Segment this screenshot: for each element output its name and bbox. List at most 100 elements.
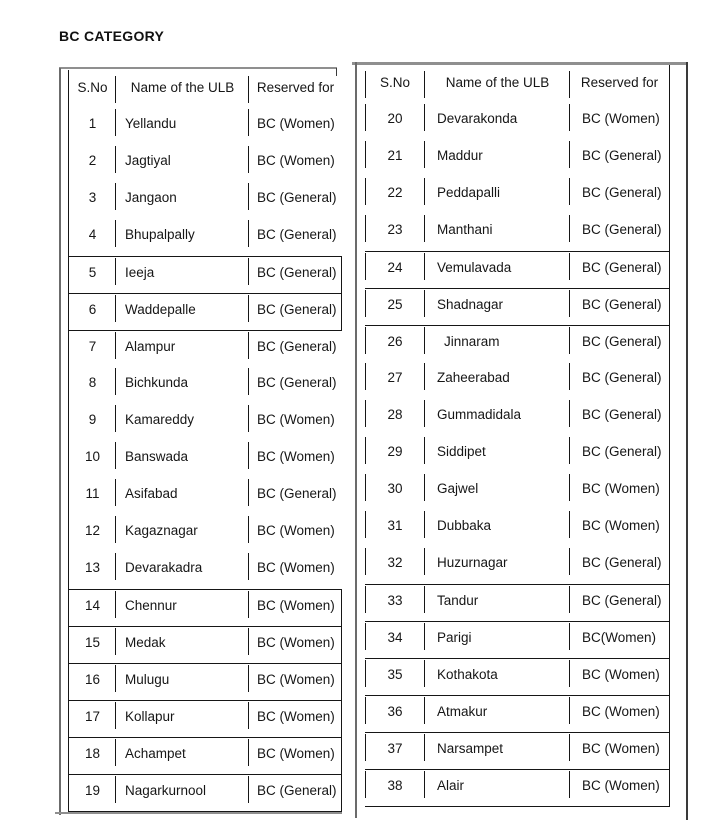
row-reserved: BC (Women) <box>248 737 342 774</box>
row-sno: 32 <box>365 547 425 584</box>
row-sno: 17 <box>84 709 101 724</box>
row-sno: 37 <box>365 733 425 769</box>
table-row: 10 Banswada BC (Women) <box>69 441 342 478</box>
table-row: 21 Maddur BC (General) <box>365 140 669 177</box>
row-reserved: BC (Women) <box>248 108 342 145</box>
table-row: 23 Manthani BC (General) <box>365 214 669 251</box>
row-reserved: BC (General) <box>569 399 669 436</box>
row-sno: 26 <box>365 326 425 362</box>
row-reserved: BC(Women) <box>569 622 669 658</box>
row-reserved: BC (General) <box>569 326 669 362</box>
table-row: 7 Alampur BC (General) <box>69 330 342 367</box>
row-sno: 4 <box>88 227 97 242</box>
row-reserved: BC (Women) <box>248 515 342 552</box>
table-row: 1 Yellandu BC (Women) <box>69 108 342 145</box>
row-ulb-name: Parigi <box>424 622 570 658</box>
right-frame-left-line <box>355 62 357 818</box>
row-ulb-name: Yellandu <box>115 108 249 145</box>
row-reserved: BC (General) <box>569 252 669 288</box>
table-row: 14 Chennur BC (Women) <box>69 589 342 626</box>
row-ulb-name: Kothakota <box>424 659 570 695</box>
row-ulb-name: Gajwel <box>424 473 570 510</box>
row-sno: 34 <box>365 622 425 658</box>
col-header-reserved: Reserved for <box>569 65 669 103</box>
row-sno: 15 <box>84 635 101 650</box>
row-sno: 7 <box>88 339 97 354</box>
table-header-row: S.No Name of the ULB Reserved for <box>365 65 669 103</box>
row-reserved: BC (Women) <box>248 145 342 182</box>
row-ulb-name: Nagarkurnool <box>115 775 249 811</box>
table-row: 15 Medak BC (Women) <box>69 626 342 663</box>
table-row: 3 Jangaon BC (General) <box>69 182 342 219</box>
table-row: 33 Tandur BC (General) <box>365 584 669 621</box>
table-row: 17 Kollapur BC (Women) <box>69 700 342 737</box>
table-row: 35 Kothakota BC (Women) <box>365 658 669 695</box>
row-reserved: BC (General) <box>569 585 669 621</box>
col-header-ulb-name: Name of the ULB <box>115 70 249 108</box>
row-ulb-name: Alair <box>424 770 570 806</box>
row-ulb-name: Achampet <box>115 738 249 774</box>
row-ulb-name: Zaheerabad <box>424 362 570 399</box>
row-ulb-name: Kagaznagar <box>115 515 249 552</box>
row-sno: 18 <box>84 746 101 761</box>
row-reserved: BC (Women) <box>248 626 342 663</box>
col-header-ulb-name: Name of the ULB <box>424 65 570 103</box>
table-header-row: S.No Name of the ULB Reserved for <box>69 70 342 108</box>
row-reserved: BC (Women) <box>248 552 342 589</box>
row-sno: 25 <box>365 289 425 325</box>
left-frame-corner-tick <box>336 68 337 76</box>
row-ulb-name: Banswada <box>115 441 249 478</box>
row-reserved: BC (Women) <box>569 510 669 547</box>
table-row: 6 Waddepalle BC (General) <box>69 293 342 330</box>
row-ulb-name: Vemulavada <box>424 252 570 288</box>
row-ulb-name: Peddapalli <box>424 177 570 214</box>
left-frame-bottom-line <box>55 812 342 814</box>
row-ulb-name: Jangaon <box>115 182 249 219</box>
left-frame-top-line <box>59 67 337 69</box>
row-sno: 3 <box>88 190 97 205</box>
row-reserved: BC (General) <box>248 331 342 367</box>
row-reserved: BC (General) <box>569 362 669 399</box>
row-ulb-name: Mulugu <box>115 664 249 700</box>
table-row: 4 Bhupalpally BC (General) <box>69 219 342 256</box>
row-sno: 38 <box>365 770 425 806</box>
row-reserved: BC (General) <box>248 478 342 515</box>
row-ulb-name: Bichkunda <box>115 367 249 404</box>
row-reserved: BC (General) <box>569 547 669 584</box>
row-sno: 1 <box>88 116 97 131</box>
table-row: 19 Nagarkurnool BC (General) <box>69 774 342 811</box>
row-reserved: BC (Women) <box>569 103 669 140</box>
table-row: 12 Kagaznagar BC (Women) <box>69 515 342 552</box>
row-reserved: BC (General) <box>248 774 342 811</box>
table-row: 22 Peddapalli BC (General) <box>365 177 669 214</box>
table-row: 13 Devarakadra BC (Women) <box>69 552 342 589</box>
page-title: BC CATEGORY <box>59 28 165 44</box>
row-sno: 9 <box>88 412 97 427</box>
row-sno: 12 <box>84 523 101 538</box>
row-reserved: BC (General) <box>569 177 669 214</box>
bc-table-right: S.No Name of the ULB Reserved for 20 Deva… <box>365 65 670 807</box>
row-ulb-name: Siddipet <box>424 436 570 473</box>
row-reserved: BC (General) <box>569 214 669 251</box>
row-sno: 30 <box>365 473 425 510</box>
table-row: 36 Atmakur BC (Women) <box>365 695 669 732</box>
row-ulb-name: Jagtiyal <box>115 145 249 182</box>
row-reserved: BC (Women) <box>569 770 669 806</box>
row-reserved: BC (General) <box>248 219 342 256</box>
table-row: 32 Huzurnagar BC (General) <box>365 547 669 584</box>
table-row: 16 Mulugu BC (Women) <box>69 663 342 700</box>
col-header-sno: S.No <box>77 80 108 95</box>
row-reserved: BC (Women) <box>569 696 669 732</box>
row-ulb-name: Gummadidala <box>424 399 570 436</box>
row-reserved: BC (Women) <box>248 441 342 478</box>
row-ulb-name: Atmakur <box>424 696 570 732</box>
table-row: 38 Alair BC (Women) <box>365 769 669 806</box>
row-reserved: BC (Women) <box>569 733 669 769</box>
row-sno: 8 <box>88 375 97 390</box>
table-row: 34 Parigi BC(Women) <box>365 621 669 658</box>
col-header-reserved: Reserved for <box>248 70 342 108</box>
row-sno: 33 <box>365 585 425 621</box>
table-rows-left: 1 Yellandu BC (Women) 2 Jagtiyal BC (Women) 3 J… <box>69 108 342 811</box>
row-ulb-name: Manthani <box>424 214 570 251</box>
